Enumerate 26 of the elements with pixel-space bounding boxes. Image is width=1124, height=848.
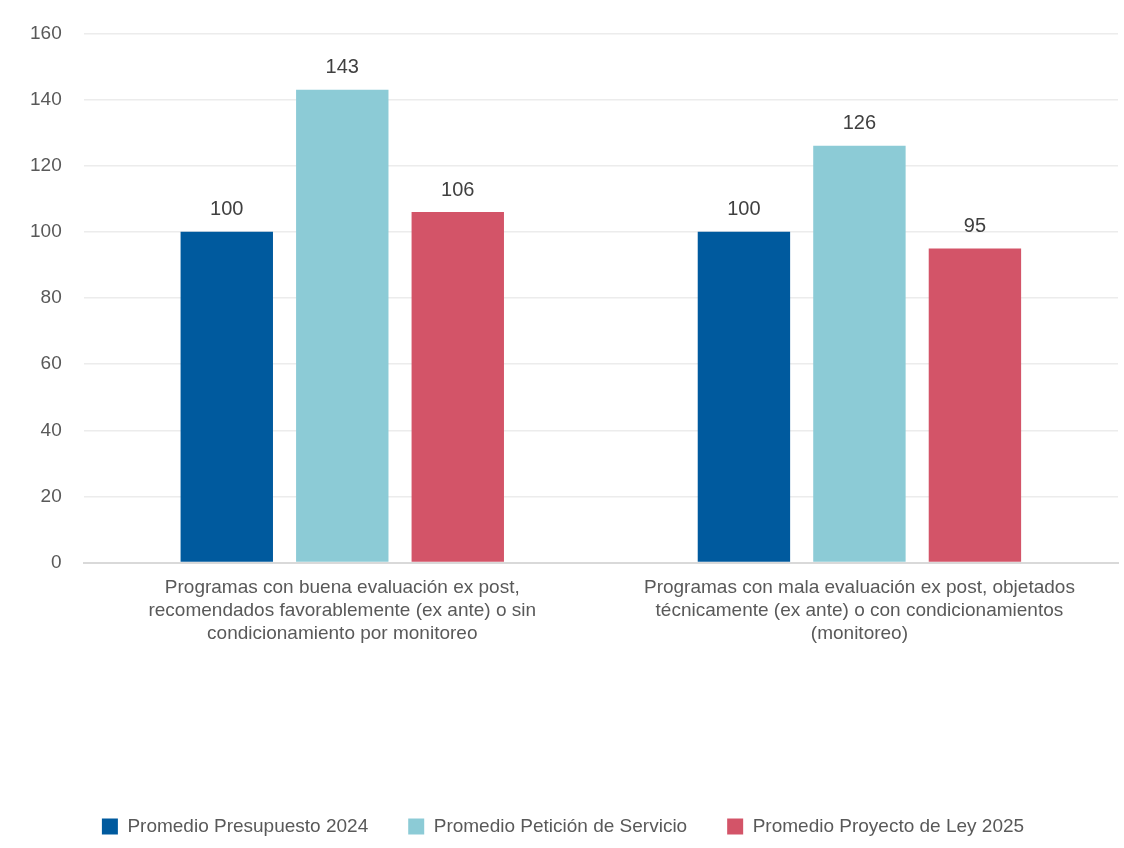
x-tick-label: Programas con mala evaluación ex post, objetados técnicamente (ex ante) o con condicionamientos (monitoreo): [643, 576, 1075, 643]
data-label: 95: [963, 213, 987, 236]
legend-label: Promedio Proyecto de Ley 2025: [752, 814, 1025, 836]
y-tick-label: 60: [40, 352, 62, 374]
bar: [928, 248, 1022, 562]
data-label: 126: [842, 111, 877, 134]
y-tick-label: 20: [40, 484, 62, 506]
data-label: 100: [727, 197, 761, 220]
y-tick-label: 120: [30, 153, 62, 175]
y-tick-label: 160: [30, 21, 62, 43]
y-tick-label: 40: [40, 418, 62, 440]
data-label: 106: [441, 177, 475, 200]
bar: [813, 145, 906, 562]
y-tick-label: 0: [51, 550, 62, 572]
data-label: 143: [325, 55, 359, 78]
legend-label: Promedio Petición de Servicio: [433, 814, 688, 836]
bar: [296, 89, 389, 562]
bar: [180, 231, 273, 562]
y-tick-label: 140: [30, 87, 62, 109]
x-tick-label: Programas con buena evaluación ex post, recomendados favorablemente (ex ante) o sin condicionamiento por monitoreo: [148, 576, 537, 643]
y-tick-label: 100: [30, 220, 62, 242]
data-label: 100: [210, 197, 244, 220]
y-tick-label: 80: [40, 286, 62, 308]
bar: [697, 231, 791, 562]
legend-label: Promedio Presupuesto 2024: [127, 814, 369, 836]
bar: [411, 212, 504, 562]
